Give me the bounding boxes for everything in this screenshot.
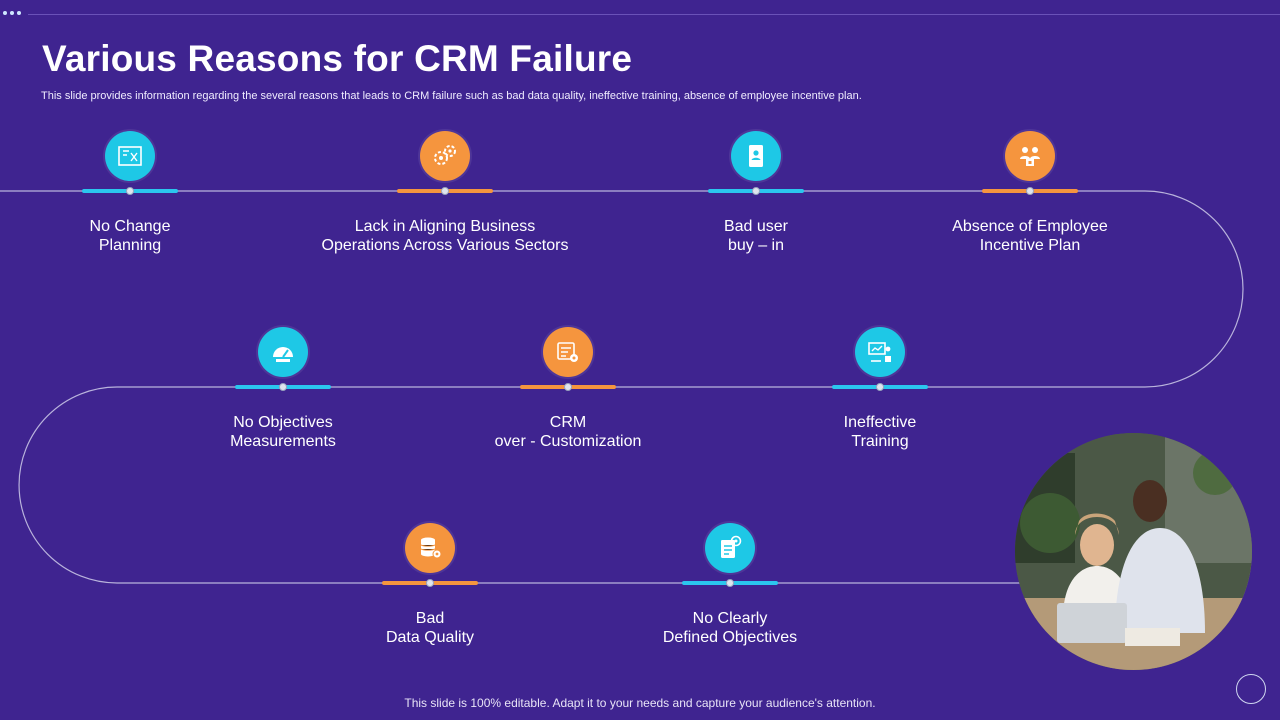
team-photo bbox=[1015, 433, 1252, 670]
timeline-dot bbox=[279, 383, 287, 391]
step-label: Lack in Aligning Business Operations Acro… bbox=[321, 218, 569, 254]
employees-icon bbox=[1005, 131, 1055, 181]
timeline-dot bbox=[1026, 187, 1034, 195]
gears-icon bbox=[420, 131, 470, 181]
timeline-dot bbox=[876, 383, 884, 391]
customization-icon bbox=[543, 327, 593, 377]
step-label: No Change Planning bbox=[89, 218, 171, 254]
step-label: Absence of Employee Incentive Plan bbox=[952, 218, 1108, 254]
footer-note: This slide is 100% editable. Adapt it to… bbox=[404, 696, 876, 710]
window-dots bbox=[3, 11, 21, 15]
step-label: CRM over - Customization bbox=[494, 414, 642, 450]
timeline-dot bbox=[441, 187, 449, 195]
corner-circle-icon bbox=[1236, 674, 1266, 704]
database-gear-icon bbox=[405, 523, 455, 573]
page-subtitle: This slide provides information regardin… bbox=[41, 90, 862, 102]
top-divider bbox=[28, 14, 1280, 15]
step-label: No Clearly Defined Objectives bbox=[662, 610, 798, 646]
timeline-dot bbox=[726, 579, 734, 587]
user-document-icon bbox=[731, 131, 781, 181]
step-label: Ineffective Training bbox=[843, 414, 917, 450]
gauge-icon bbox=[258, 327, 308, 377]
page-title: Various Reasons for CRM Failure bbox=[42, 38, 633, 79]
timeline-dot bbox=[126, 187, 134, 195]
timeline-dot bbox=[752, 187, 760, 195]
target-document-icon bbox=[705, 523, 755, 573]
timeline-dot bbox=[426, 579, 434, 587]
step-label: Bad Data Quality bbox=[385, 610, 475, 646]
blueprint-icon bbox=[105, 131, 155, 181]
step-label: No Objectives Measurements bbox=[230, 414, 336, 450]
training-icon bbox=[855, 327, 905, 377]
timeline-dot bbox=[564, 383, 572, 391]
step-label: Bad user buy – in bbox=[723, 218, 789, 254]
